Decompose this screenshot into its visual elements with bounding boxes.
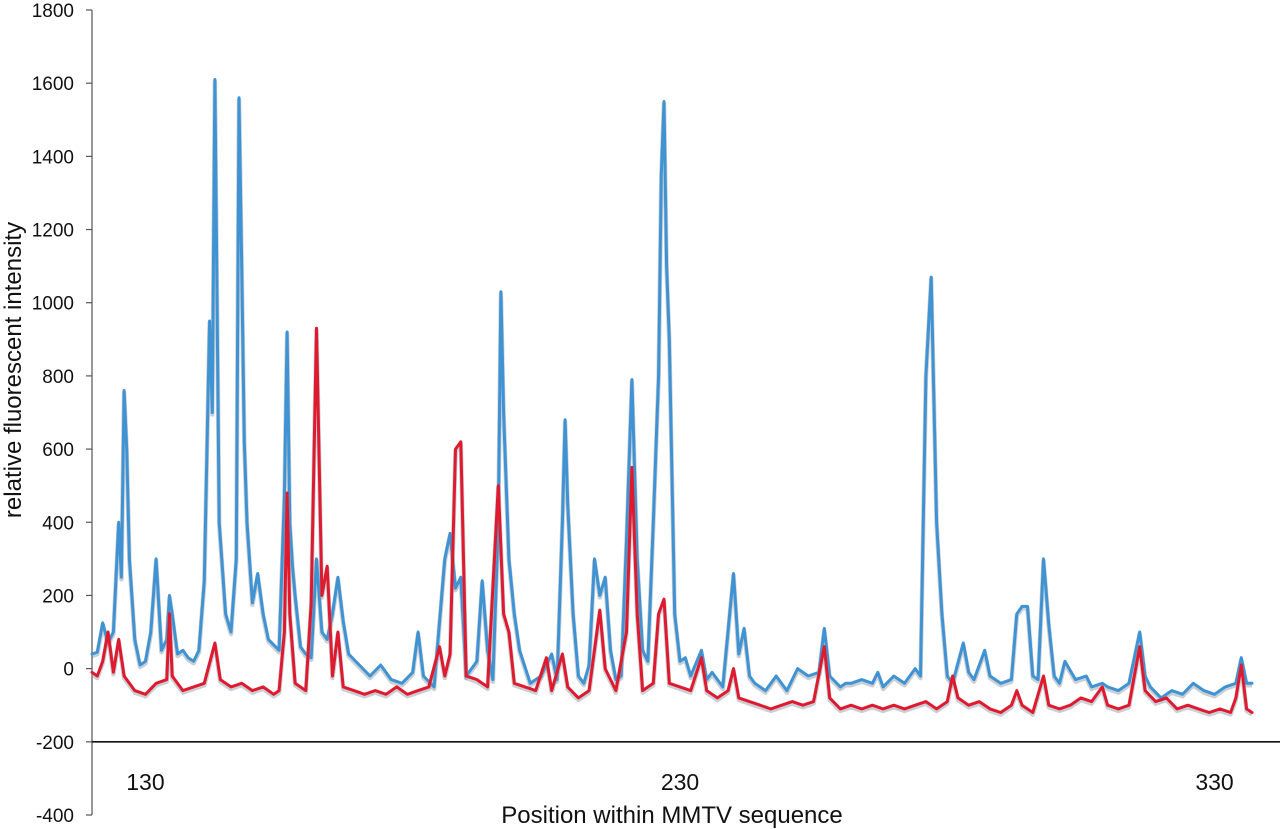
y-tick-label: 1400	[32, 147, 74, 168]
y-tick-labels: -400 -200 0 200 400 600 800 1000 1200 1400 1600 180…	[32, 1, 74, 827]
y-tick-label: 1600	[32, 74, 74, 95]
y-tick-label: 1200	[32, 221, 74, 242]
x-axis-title: Position within MMTV sequence	[501, 802, 842, 829]
series-line-shadow	[91, 79, 1252, 703]
y-tick-label: 0	[63, 660, 74, 681]
y-tick-label: 800	[42, 367, 74, 388]
x-tick-label: 230	[661, 769, 699, 795]
y-tick-label: 200	[42, 586, 74, 607]
y-tick-label: -200	[36, 733, 74, 754]
x-tick-label: 130	[126, 769, 164, 795]
y-tick-label: 400	[42, 513, 74, 534]
x-tick-labels: 130 230 330	[126, 769, 1233, 795]
y-axis-title: relative fluorescent intensity	[0, 222, 27, 518]
x-tick-label: 330	[1195, 769, 1233, 795]
series-group	[90, 78, 1254, 717]
y-tick-label: 1000	[32, 294, 74, 315]
y-axis	[86, 9, 93, 816]
y-tick-label: 1800	[32, 1, 74, 22]
y-tick-label: 600	[42, 440, 74, 461]
y-tick-label: -400	[36, 806, 74, 827]
series-line-2	[90, 326, 1254, 714]
series-line-1	[90, 78, 1254, 700]
